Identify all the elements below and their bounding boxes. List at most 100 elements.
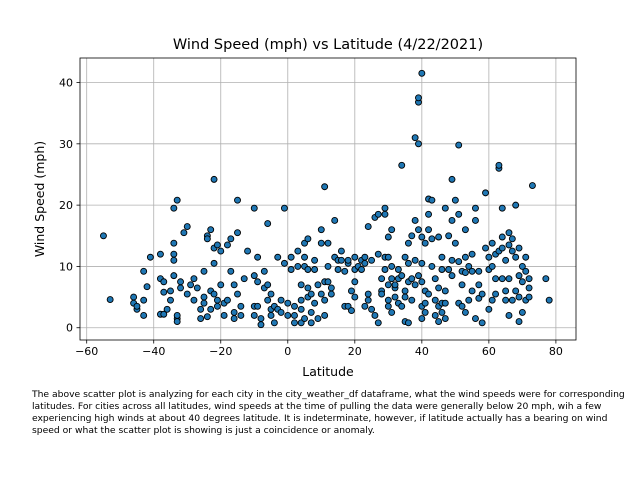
data-point <box>187 281 195 289</box>
data-point <box>415 94 422 102</box>
data-point <box>311 299 319 307</box>
data-point <box>264 281 272 289</box>
data-point <box>488 239 496 247</box>
data-point <box>270 319 278 327</box>
data-point <box>448 256 456 264</box>
data-point <box>143 283 151 291</box>
data-point <box>301 315 308 322</box>
data-point <box>317 239 325 247</box>
data-point <box>388 308 396 316</box>
data-point <box>512 253 520 261</box>
data-point <box>250 204 258 212</box>
data-point <box>411 256 419 264</box>
data-point <box>411 217 419 224</box>
data-point <box>337 256 345 264</box>
data-point <box>324 262 332 270</box>
data-point <box>515 272 523 280</box>
data-point <box>438 266 446 273</box>
data-point <box>364 290 372 298</box>
data-point <box>317 290 325 298</box>
data-point <box>431 312 439 319</box>
data-point <box>482 189 489 197</box>
data-point <box>515 318 523 326</box>
data-point <box>217 281 225 289</box>
data-point <box>200 267 208 275</box>
data-point <box>455 141 463 149</box>
data-point <box>213 296 221 304</box>
data-point <box>197 315 205 322</box>
data-point <box>327 290 335 298</box>
data-point <box>307 319 315 327</box>
data-point <box>254 253 262 261</box>
data-point <box>498 204 506 212</box>
data-point <box>445 232 453 240</box>
data-point <box>435 318 443 326</box>
data-point <box>428 235 436 243</box>
data-point <box>455 258 463 265</box>
data-point <box>478 319 486 327</box>
x-tick-label: 60 <box>482 345 496 358</box>
data-point <box>321 183 329 191</box>
data-point <box>425 290 432 298</box>
data-point <box>291 319 298 327</box>
data-point <box>461 226 469 234</box>
data-point <box>408 296 416 304</box>
data-point <box>173 318 181 326</box>
data-point <box>394 266 402 273</box>
data-point <box>378 275 386 283</box>
data-point <box>297 281 305 289</box>
data-point <box>384 233 392 241</box>
data-point <box>525 293 533 301</box>
data-point <box>291 302 298 310</box>
data-point <box>277 308 285 316</box>
data-point <box>358 266 365 273</box>
data-point <box>287 266 295 273</box>
data-point <box>106 296 114 303</box>
data-point <box>525 284 533 292</box>
data-point <box>207 226 215 234</box>
data-point <box>441 204 449 212</box>
data-point <box>488 262 496 270</box>
data-point <box>264 220 272 227</box>
data-point <box>280 204 288 212</box>
data-point <box>280 259 288 267</box>
data-point <box>140 267 148 275</box>
data-point <box>441 315 449 322</box>
data-point <box>203 313 211 321</box>
data-point <box>455 210 463 218</box>
data-point <box>344 256 352 264</box>
data-point <box>515 244 523 252</box>
data-point <box>234 196 241 204</box>
data-point <box>267 290 275 298</box>
data-point <box>167 287 174 295</box>
data-point <box>502 296 510 304</box>
data-point <box>492 275 500 283</box>
data-point <box>502 256 510 264</box>
data-point <box>351 278 359 286</box>
data-point <box>438 253 446 261</box>
data-point <box>398 272 406 280</box>
data-point <box>210 290 218 298</box>
data-point <box>361 302 369 310</box>
data-point <box>311 266 319 273</box>
data-point <box>287 253 295 261</box>
data-point <box>482 244 489 252</box>
data-point <box>291 312 298 319</box>
data-point <box>398 161 406 169</box>
data-point <box>224 241 231 249</box>
data-point <box>518 278 526 286</box>
x-tick-label: −60 <box>75 345 98 358</box>
data-point <box>160 288 168 296</box>
data-point <box>468 267 476 275</box>
data-point <box>361 259 369 267</box>
data-point <box>193 284 201 292</box>
data-point <box>498 233 506 241</box>
data-point <box>146 253 154 261</box>
data-point <box>431 296 439 304</box>
data-point <box>254 302 262 310</box>
x-tick-label: 0 <box>284 345 291 358</box>
data-point <box>297 296 305 304</box>
data-point <box>257 315 265 322</box>
data-point <box>348 287 355 295</box>
data-point <box>505 312 513 319</box>
